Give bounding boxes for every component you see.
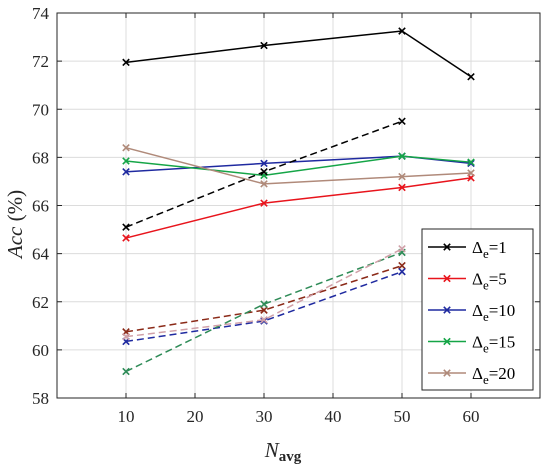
legend-marker [443,337,451,346]
series-dashed-delta-1 [122,117,406,231]
data-point-marker [122,58,130,67]
legend: Δe=1 Δe=5 Δe=10 Δe=15 Δe=20 [421,228,534,391]
legend-entry: Δe=5 [428,270,507,293]
series-line [125,147,472,185]
series-solid-delta-15 [122,152,475,180]
y-axis-label: Acc (%) [3,190,27,260]
legend-entry: Δe=1 [428,238,507,261]
data-point-marker [122,332,130,341]
series-dashed-delta-10 [122,267,406,346]
plot-frame [56,12,541,399]
data-point-marker [398,27,406,35]
x-tick-label: 50 [394,407,411,426]
x-tick-label: 30 [256,407,273,426]
legend-marker [443,306,451,314]
y-tick-label: 66 [32,197,49,216]
legend-entry: Δe=10 [428,301,515,324]
data-point-marker [260,168,268,176]
data-point-marker [260,199,268,207]
data-point-marker [122,234,130,242]
legend-marker [443,274,451,283]
y-tick-label: 62 [32,293,49,312]
y-tick-label: 70 [32,100,49,119]
data-point-marker [398,267,406,276]
legend-entry: Δe=20 [428,364,515,387]
y-tick-label: 74 [32,4,50,23]
data-point-marker [260,306,268,314]
data-point-marker [122,223,130,231]
y-tick-label: 64 [32,245,50,264]
x-tick-label: 60 [463,407,480,426]
data-point-marker [398,117,406,126]
legend-label: Δe=15 [472,333,515,356]
axis-ticks: 10 20 30 40 50 60 58 60 62 64 66 68 70 72 74 [32,4,540,426]
data-point-marker [122,168,130,176]
data-point-marker [260,300,268,308]
data-point-marker [398,172,406,181]
data-point-marker [398,261,406,270]
data-series [122,27,475,376]
data-point-marker [260,41,268,50]
data-point-marker [122,157,130,165]
data-point-marker [398,245,406,253]
y-tick-label: 58 [32,389,49,408]
y-tick-label: 60 [32,341,49,360]
series-line [125,270,403,343]
data-point-marker [260,316,268,324]
data-point-marker [467,158,475,166]
legend-label: Δe=10 [472,301,515,324]
data-point-marker [122,367,130,376]
legend-entry: Δe=15 [428,333,515,356]
series-dashed-delta-20 [122,245,406,341]
data-point-marker [398,183,406,192]
legend-marker [443,243,451,251]
legend-label: Δe=1 [472,238,507,261]
series-solid-delta-10 [122,152,475,176]
data-point-marker [467,72,475,81]
data-point-marker [260,317,268,325]
x-axis-label: Navg [264,438,302,465]
data-point-marker [467,169,475,177]
x-tick-label: 10 [118,407,135,426]
series-line [125,155,472,173]
series-line [125,248,403,338]
x-tick-label: 40 [325,407,342,426]
legend-marker [443,369,451,377]
series-line [125,155,472,177]
series-line [125,30,472,78]
x-tick-label: 20 [187,407,204,426]
series-solid-delta-20 [122,143,475,188]
series-solid-delta-1 [122,27,475,81]
data-point-marker [398,152,406,160]
series-line [125,177,472,239]
data-point-marker [260,159,268,168]
series-solid-delta-5 [122,174,475,242]
data-point-marker [260,180,268,188]
data-point-marker [122,143,130,152]
y-tick-label: 68 [32,148,49,167]
series-line [125,264,403,333]
legend-label: Δe=5 [472,270,507,293]
y-tick-label: 72 [32,52,49,71]
legend-label: Δe=20 [472,364,515,387]
